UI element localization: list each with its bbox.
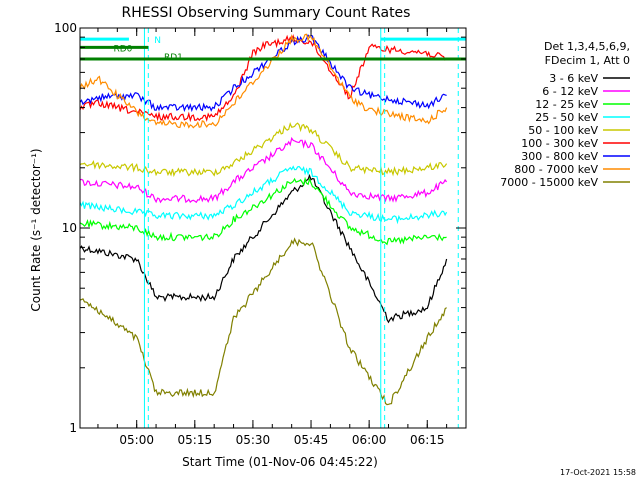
- series-line: [79, 237, 447, 406]
- timestamp-footer: 17-Oct-2021 15:58: [560, 468, 636, 477]
- y-tick-label: 10: [62, 221, 77, 235]
- x-tick-label: 06:15: [410, 433, 445, 447]
- legend-label: 25 - 50 keV: [535, 111, 598, 124]
- legend-label: 50 - 100 keV: [528, 124, 598, 137]
- x-tick-label: 05:30: [236, 433, 271, 447]
- y-axis-label: Count Rate (s⁻¹ detector⁻¹): [29, 148, 43, 311]
- chart-title: RHESSI Observing Summary Count Rates: [122, 5, 411, 21]
- series-line: [79, 136, 448, 204]
- legend-label: 800 - 7000 keV: [514, 163, 598, 176]
- series-line: [79, 173, 448, 324]
- legend-label: 100 - 300 keV: [521, 137, 598, 150]
- series-line: [79, 176, 447, 246]
- axes-layer: 1 10 100 05:00 05:15 05:30 05:45 06:00 06:15: [54, 21, 467, 447]
- y-tick-label: 100: [54, 21, 77, 35]
- legend-header: FDecim 1, Att 0: [545, 54, 630, 67]
- series-line: [79, 34, 447, 113]
- legend-label: 6 - 12 keV: [542, 85, 598, 98]
- annotation-n: N: [154, 36, 161, 46]
- legend-label: 12 - 25 keV: [535, 98, 598, 111]
- legend: Det 1,3,4,5,6,9,FDecim 1, Att 0 3 - 6 keV…: [500, 40, 630, 189]
- x-tick-label: 05:00: [119, 433, 154, 447]
- series-line: [79, 122, 448, 178]
- series-line: [79, 33, 447, 123]
- legend-label: 7000 - 15000 keV: [500, 176, 598, 189]
- x-tick-label: 05:45: [294, 433, 329, 447]
- series-line: [79, 165, 448, 225]
- x-tick-label: 06:00: [352, 433, 387, 447]
- series-line: [79, 33, 448, 129]
- annotation-rd1: RD1: [164, 53, 183, 63]
- annotation-rd0: RD0: [113, 44, 132, 54]
- legend-label: 300 - 800 keV: [521, 150, 598, 163]
- x-axis-label: Start Time (01-Nov-06 04:45:22): [182, 455, 378, 469]
- y-tick-label: 1: [69, 421, 77, 435]
- legend-header: Det 1,3,4,5,6,9,: [544, 40, 630, 53]
- x-tick-label: 05:15: [178, 433, 213, 447]
- legend-label: 3 - 6 keV: [549, 72, 598, 85]
- series-layer: [79, 33, 448, 406]
